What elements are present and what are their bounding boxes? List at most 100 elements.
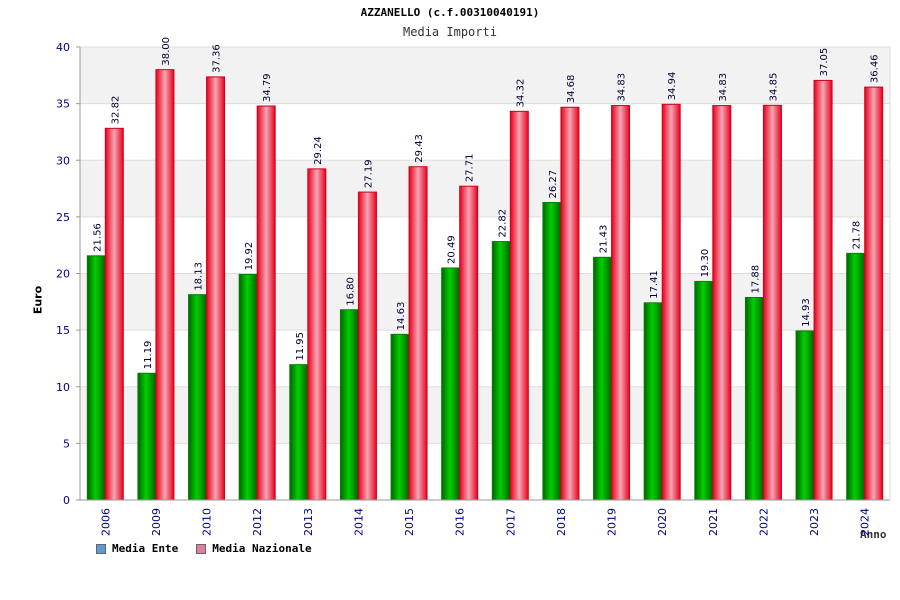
data-label-media-ente-2012: 19.92 [244,242,255,271]
bar-media-ente-2017 [491,241,511,501]
data-label-media-nazionale-2024: 36.46 [870,54,881,83]
x-tick-label-2012: 2012 [251,508,264,536]
x-tick-label-2009: 2009 [150,508,163,536]
data-label-media-ente-2009: 11.19 [143,341,154,370]
bar-media-nazionale-2016 [459,185,479,501]
legend-item-media-nazionale: Media Nazionale [196,542,312,555]
bar-media-ente-2019 [593,256,613,501]
bar-media-nazionale-2009 [155,69,175,501]
y-tick-label: 40 [56,41,70,54]
y-tick-label: 30 [56,154,70,167]
x-tick-label-2014: 2014 [352,508,365,536]
x-tick-label-2013: 2013 [302,508,315,536]
data-label-media-nazionale-2014: 27.19 [363,159,374,188]
data-label-media-ente-2015: 14.63 [396,302,407,331]
bar-media-nazionale-2006 [104,127,124,501]
bar-media-nazionale-2010 [206,76,226,501]
bar-media-ente-2016 [441,267,461,501]
x-tick-label-2017: 2017 [504,508,517,536]
bar-media-nazionale-2019 [611,105,631,501]
data-label-media-nazionale-2010: 37.36 [212,44,223,73]
x-tick-label-2016: 2016 [454,508,467,536]
x-tick-label-2010: 2010 [201,508,214,536]
legend-swatch-media-nazionale [196,543,207,554]
y-tick-label: 35 [56,98,70,111]
bar-media-nazionale-2018 [560,106,580,501]
data-label-media-ente-2014: 16.80 [345,277,356,306]
bar-media-nazionale-2015 [408,166,428,501]
bar-media-nazionale-2024 [864,86,884,501]
data-label-media-ente-2021: 19.30 [700,249,711,278]
bar-media-ente-2010 [188,294,208,501]
x-tick-label-2021: 2021 [707,508,720,536]
data-label-media-ente-2010: 18.13 [194,262,205,291]
data-label-media-ente-2019: 21.43 [599,225,610,254]
chart-title: AZZANELLO (c.f.00310040191) [360,6,540,19]
bar-media-nazionale-2017 [509,110,529,501]
data-label-media-nazionale-2019: 34.83 [617,73,628,102]
bar-media-ente-2014 [339,309,359,501]
y-tick-label: 25 [56,211,70,224]
bar-media-ente-2009 [137,372,157,501]
y-tick-label: 20 [56,268,70,281]
y-tick-label: 5 [63,437,70,450]
data-label-media-ente-2023: 14.93 [801,298,812,327]
data-label-media-nazionale-2017: 34.32 [515,79,526,108]
x-tick-label-2024: 2024 [859,508,872,536]
x-tick-label-2019: 2019 [606,508,619,536]
y-tick-label: 0 [63,494,70,507]
x-tick-label-2022: 2022 [757,508,770,536]
data-label-media-nazionale-2020: 34.94 [667,72,678,101]
y-tick-label: 15 [56,324,70,337]
data-label-media-ente-2016: 20.49 [447,235,458,264]
bar-media-ente-2023 [795,330,815,501]
chart-subtitle: Media Importi [403,25,497,39]
legend-label-media-ente: Media Ente [112,542,179,555]
x-tick-label-2015: 2015 [403,508,416,536]
bar-media-ente-2006 [86,255,106,501]
data-label-media-nazionale-2018: 34.68 [566,75,577,104]
bar-media-ente-2024 [846,252,866,501]
legend: Media Ente Media Nazionale [96,542,312,555]
legend-swatch-media-ente [96,543,106,554]
data-label-media-ente-2022: 17.88 [750,265,761,294]
bar-media-ente-2020 [643,302,663,501]
bar-media-nazionale-2013 [307,168,327,501]
legend-item-media-ente: Media Ente [96,542,178,555]
x-tick-label-2006: 2006 [99,508,112,536]
bar-media-ente-2021 [694,280,714,501]
bar-media-ente-2022 [744,297,764,501]
bar-media-nazionale-2022 [762,104,782,501]
y-tick-label: 10 [56,381,70,394]
legend-label-media-nazionale: Media Nazionale [212,542,312,555]
bar-media-nazionale-2021 [712,105,732,501]
bar-media-nazionale-2023 [813,79,833,501]
data-label-media-ente-2017: 22.82 [497,209,508,238]
data-label-media-ente-2024: 21.78 [852,221,863,250]
data-label-media-nazionale-2016: 27.71 [465,154,476,183]
data-label-media-nazionale-2012: 34.79 [262,73,273,102]
x-tick-label-2018: 2018 [555,508,568,536]
data-label-media-nazionale-2006: 32.82 [110,96,121,125]
data-label-media-ente-2020: 17.41 [649,270,660,299]
x-tick-label-2020: 2020 [656,508,669,536]
bar-media-ente-2013 [289,364,309,501]
bar-media-ente-2012 [238,273,258,501]
data-label-media-ente-2006: 21.56 [92,223,103,252]
data-label-media-nazionale-2023: 37.05 [819,48,830,77]
bar-media-nazionale-2014 [357,191,377,501]
data-label-media-nazionale-2009: 38.00 [161,37,172,66]
bar-media-ente-2018 [542,201,562,501]
data-label-media-nazionale-2015: 29.43 [414,134,425,163]
x-tick-label-2023: 2023 [808,508,821,536]
data-label-media-nazionale-2021: 34.83 [718,73,729,102]
bar-media-nazionale-2020 [661,103,681,501]
data-label-media-ente-2018: 26.27 [548,170,559,199]
data-label-media-nazionale-2013: 29.24 [313,136,324,165]
x-axis-label: Anno [860,528,887,541]
data-label-media-nazionale-2022: 34.85 [768,73,779,102]
bar-media-nazionale-2012 [256,105,276,501]
bar-media-ente-2015 [390,333,410,501]
data-label-media-ente-2013: 11.95 [295,332,306,361]
